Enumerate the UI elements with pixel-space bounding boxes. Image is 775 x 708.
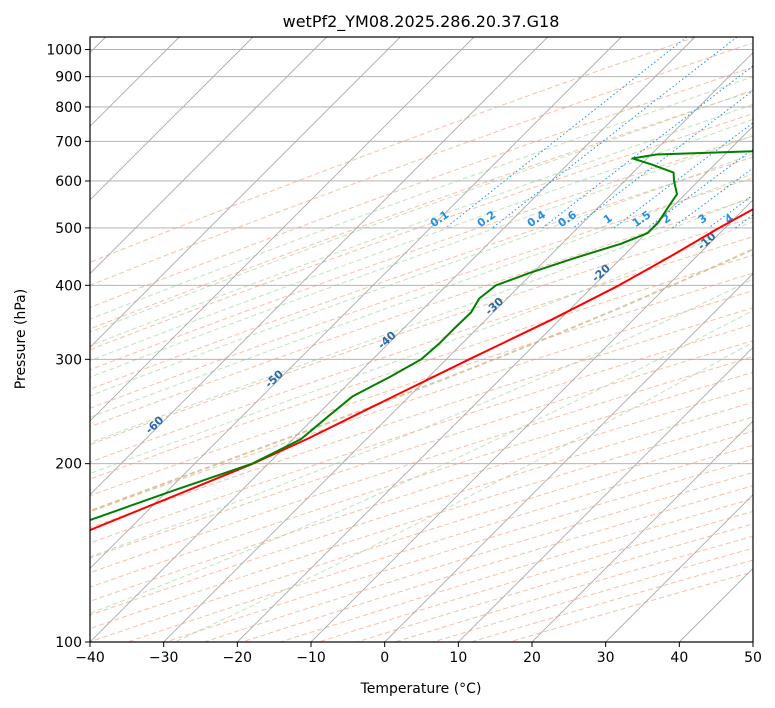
isotherm xyxy=(458,346,753,642)
dry-adiabat xyxy=(90,177,753,409)
x-tick-label: 30 xyxy=(597,650,615,666)
mixing-ratio-label: 6 xyxy=(761,211,775,226)
isotherm xyxy=(679,567,753,642)
dry-adiabat xyxy=(90,254,753,480)
x-tick-label: 0 xyxy=(380,650,389,666)
dry-adiabat xyxy=(90,340,753,559)
isotherm xyxy=(90,37,401,348)
isotherm-label: -10 xyxy=(695,230,719,253)
isotherms xyxy=(90,37,753,642)
mixing-ratio-line xyxy=(708,194,753,229)
mixing-ratio-line xyxy=(445,37,688,229)
isotherm-label: -60 xyxy=(143,413,167,436)
moist-adiabat xyxy=(90,135,753,378)
isotherm xyxy=(90,37,327,275)
isobars xyxy=(90,49,753,642)
mixing-ratio-line xyxy=(672,167,753,229)
isotherm xyxy=(605,494,753,642)
y-tick-label: 600 xyxy=(55,174,82,190)
moist-adiabat xyxy=(90,220,753,475)
x-tick-label: 10 xyxy=(449,650,467,666)
plot-area: -100-90-80-70-60-50-40-30-20-10010203040… xyxy=(17,37,775,642)
x-tick-label: −30 xyxy=(149,650,179,666)
chart-title: wetPf2_YM08.2025.286.20.37.G18 xyxy=(283,12,560,32)
isotherm-label: -50 xyxy=(263,367,287,390)
y-axis-label: Pressure (hPa) xyxy=(13,289,29,389)
dry-adiabat xyxy=(90,66,753,309)
y-axis-ticks: 1000 900 800 700 600 500 400 300 200 100 xyxy=(46,43,90,651)
y-tick-label: 300 xyxy=(55,352,82,368)
x-tick-label: −20 xyxy=(223,650,253,666)
dry-adiabat xyxy=(90,272,753,497)
dry-adiabat xyxy=(280,498,753,642)
y-tick-label: 700 xyxy=(55,134,82,150)
dry-adiabat xyxy=(165,458,753,642)
mixing-ratio-line xyxy=(492,37,738,229)
dry-adiabat xyxy=(90,371,753,588)
dry-adiabats xyxy=(90,37,753,642)
isotherm xyxy=(90,37,254,201)
mixing-ratio-line xyxy=(542,65,753,229)
x-tick-label: −40 xyxy=(75,650,105,666)
isotherm xyxy=(90,37,622,569)
moist-adiabat xyxy=(90,89,753,333)
x-tick-label: 50 xyxy=(744,650,762,666)
dry-adiabat xyxy=(90,42,753,286)
dry-adiabat xyxy=(90,113,753,351)
dry-adiabat xyxy=(90,290,753,513)
isotherm-label: -70 xyxy=(17,465,41,488)
dry-adiabat xyxy=(90,416,753,630)
isotherm xyxy=(90,37,548,496)
y-tick-label: 900 xyxy=(55,70,82,86)
mixing-ratio-label: 1 xyxy=(601,212,615,227)
isotherm xyxy=(237,125,753,642)
dry-adiabat xyxy=(394,535,753,642)
isotherm xyxy=(531,420,753,642)
x-tick-label: 20 xyxy=(523,650,541,666)
moist-adiabat xyxy=(90,76,753,320)
y-tick-label: 500 xyxy=(55,221,82,237)
isotherm xyxy=(90,37,696,642)
isotherm xyxy=(310,199,753,642)
isotherm xyxy=(384,273,753,642)
moist-adiabat xyxy=(174,341,753,642)
plot-frame xyxy=(89,36,754,643)
dry-adiabat xyxy=(90,307,753,529)
y-tick-label: 1000 xyxy=(46,43,82,59)
dry-adiabat xyxy=(90,356,753,574)
y-tick-label: 400 xyxy=(55,278,82,294)
x-tick-label: 40 xyxy=(670,650,688,666)
y-tick-label: 800 xyxy=(55,100,82,116)
moist-adiabat xyxy=(90,153,753,397)
x-axis-ticks: −40 −30 −20 −10 0 10 20 30 40 50 xyxy=(75,642,762,666)
mixing-ratio-lines xyxy=(445,37,753,229)
isotherm xyxy=(90,37,475,422)
dry-adiabat xyxy=(90,386,753,602)
isotherm xyxy=(163,52,753,642)
moist-adiabat xyxy=(90,309,753,614)
isotherm xyxy=(752,641,753,642)
moist-adiabat xyxy=(90,173,753,418)
dry-adiabat xyxy=(203,471,753,642)
mixing-ratio-line xyxy=(572,90,753,229)
dry-adiabat xyxy=(90,323,753,544)
dry-adiabat xyxy=(356,523,753,642)
mixing-ratio-label: 3 xyxy=(696,211,710,226)
mixing-ratio-line xyxy=(613,122,753,229)
y-tick-label: 100 xyxy=(55,635,82,651)
x-tick-label: −10 xyxy=(296,650,326,666)
isotherm-label: -40 xyxy=(375,328,399,351)
dry-adiabat xyxy=(90,156,753,390)
mixing-ratio-line xyxy=(734,214,753,229)
isotherm-label: -20 xyxy=(589,262,613,285)
x-axis-label: Temperature (°C) xyxy=(360,681,482,697)
y-tick-label: 200 xyxy=(55,457,82,473)
moist-adiabat xyxy=(90,118,753,362)
sounding-series xyxy=(90,150,753,532)
dewpoint-line xyxy=(90,150,753,522)
